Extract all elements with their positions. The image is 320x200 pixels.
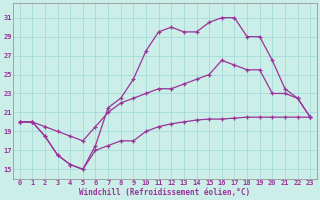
X-axis label: Windchill (Refroidissement éolien,°C): Windchill (Refroidissement éolien,°C) <box>79 188 251 197</box>
